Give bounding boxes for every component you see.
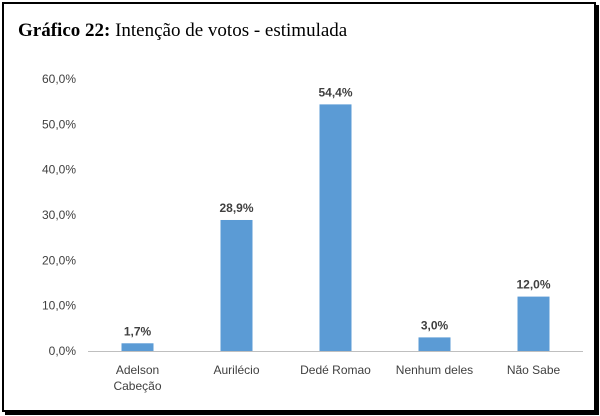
bar: [319, 104, 352, 352]
y-tick-label: 50,0%: [42, 117, 76, 131]
bar: [220, 219, 253, 351]
bar: [121, 343, 154, 351]
x-category-label-line: Cabeção: [113, 379, 161, 393]
x-category-label-line: Adelson: [116, 363, 159, 377]
bar: [418, 337, 451, 351]
y-tick-label: 60,0%: [42, 72, 76, 86]
y-tick-label: 30,0%: [42, 208, 76, 222]
x-category-label-line: Não Sabe: [507, 363, 561, 377]
x-category-label-line: Nenhum deles: [396, 363, 473, 377]
y-tick-label: 40,0%: [42, 163, 76, 177]
data-label: 12,0%: [516, 278, 550, 292]
x-category-label: Nenhum deles: [396, 363, 473, 377]
x-category-label: Dedé Romao: [300, 363, 371, 377]
y-tick-label: 10,0%: [42, 299, 76, 313]
chart-frame: [2, 2, 596, 412]
y-tick-label: 0,0%: [49, 344, 77, 358]
data-label: 1,7%: [124, 324, 152, 338]
x-category-label: Não Sabe: [507, 363, 561, 377]
chart-title-prefix: Gráfico 22:: [18, 20, 111, 41]
x-category-label: Aurilécio: [213, 363, 259, 377]
bar: [517, 296, 550, 351]
chart-title-text: Intenção de votos - estimulada: [115, 20, 348, 41]
x-category-label: Adelson Cabeção: [113, 363, 161, 393]
x-category-label-line: Dedé Romao: [300, 363, 371, 377]
data-label: 3,0%: [421, 318, 449, 332]
x-category-label-line: Aurilécio: [213, 363, 259, 377]
data-label: 54,4%: [318, 85, 352, 99]
y-tick-label: 20,0%: [42, 253, 76, 267]
chart-title: Gráfico 22: Intenção de votos - estimula…: [18, 20, 347, 42]
data-label: 28,9%: [219, 201, 253, 215]
